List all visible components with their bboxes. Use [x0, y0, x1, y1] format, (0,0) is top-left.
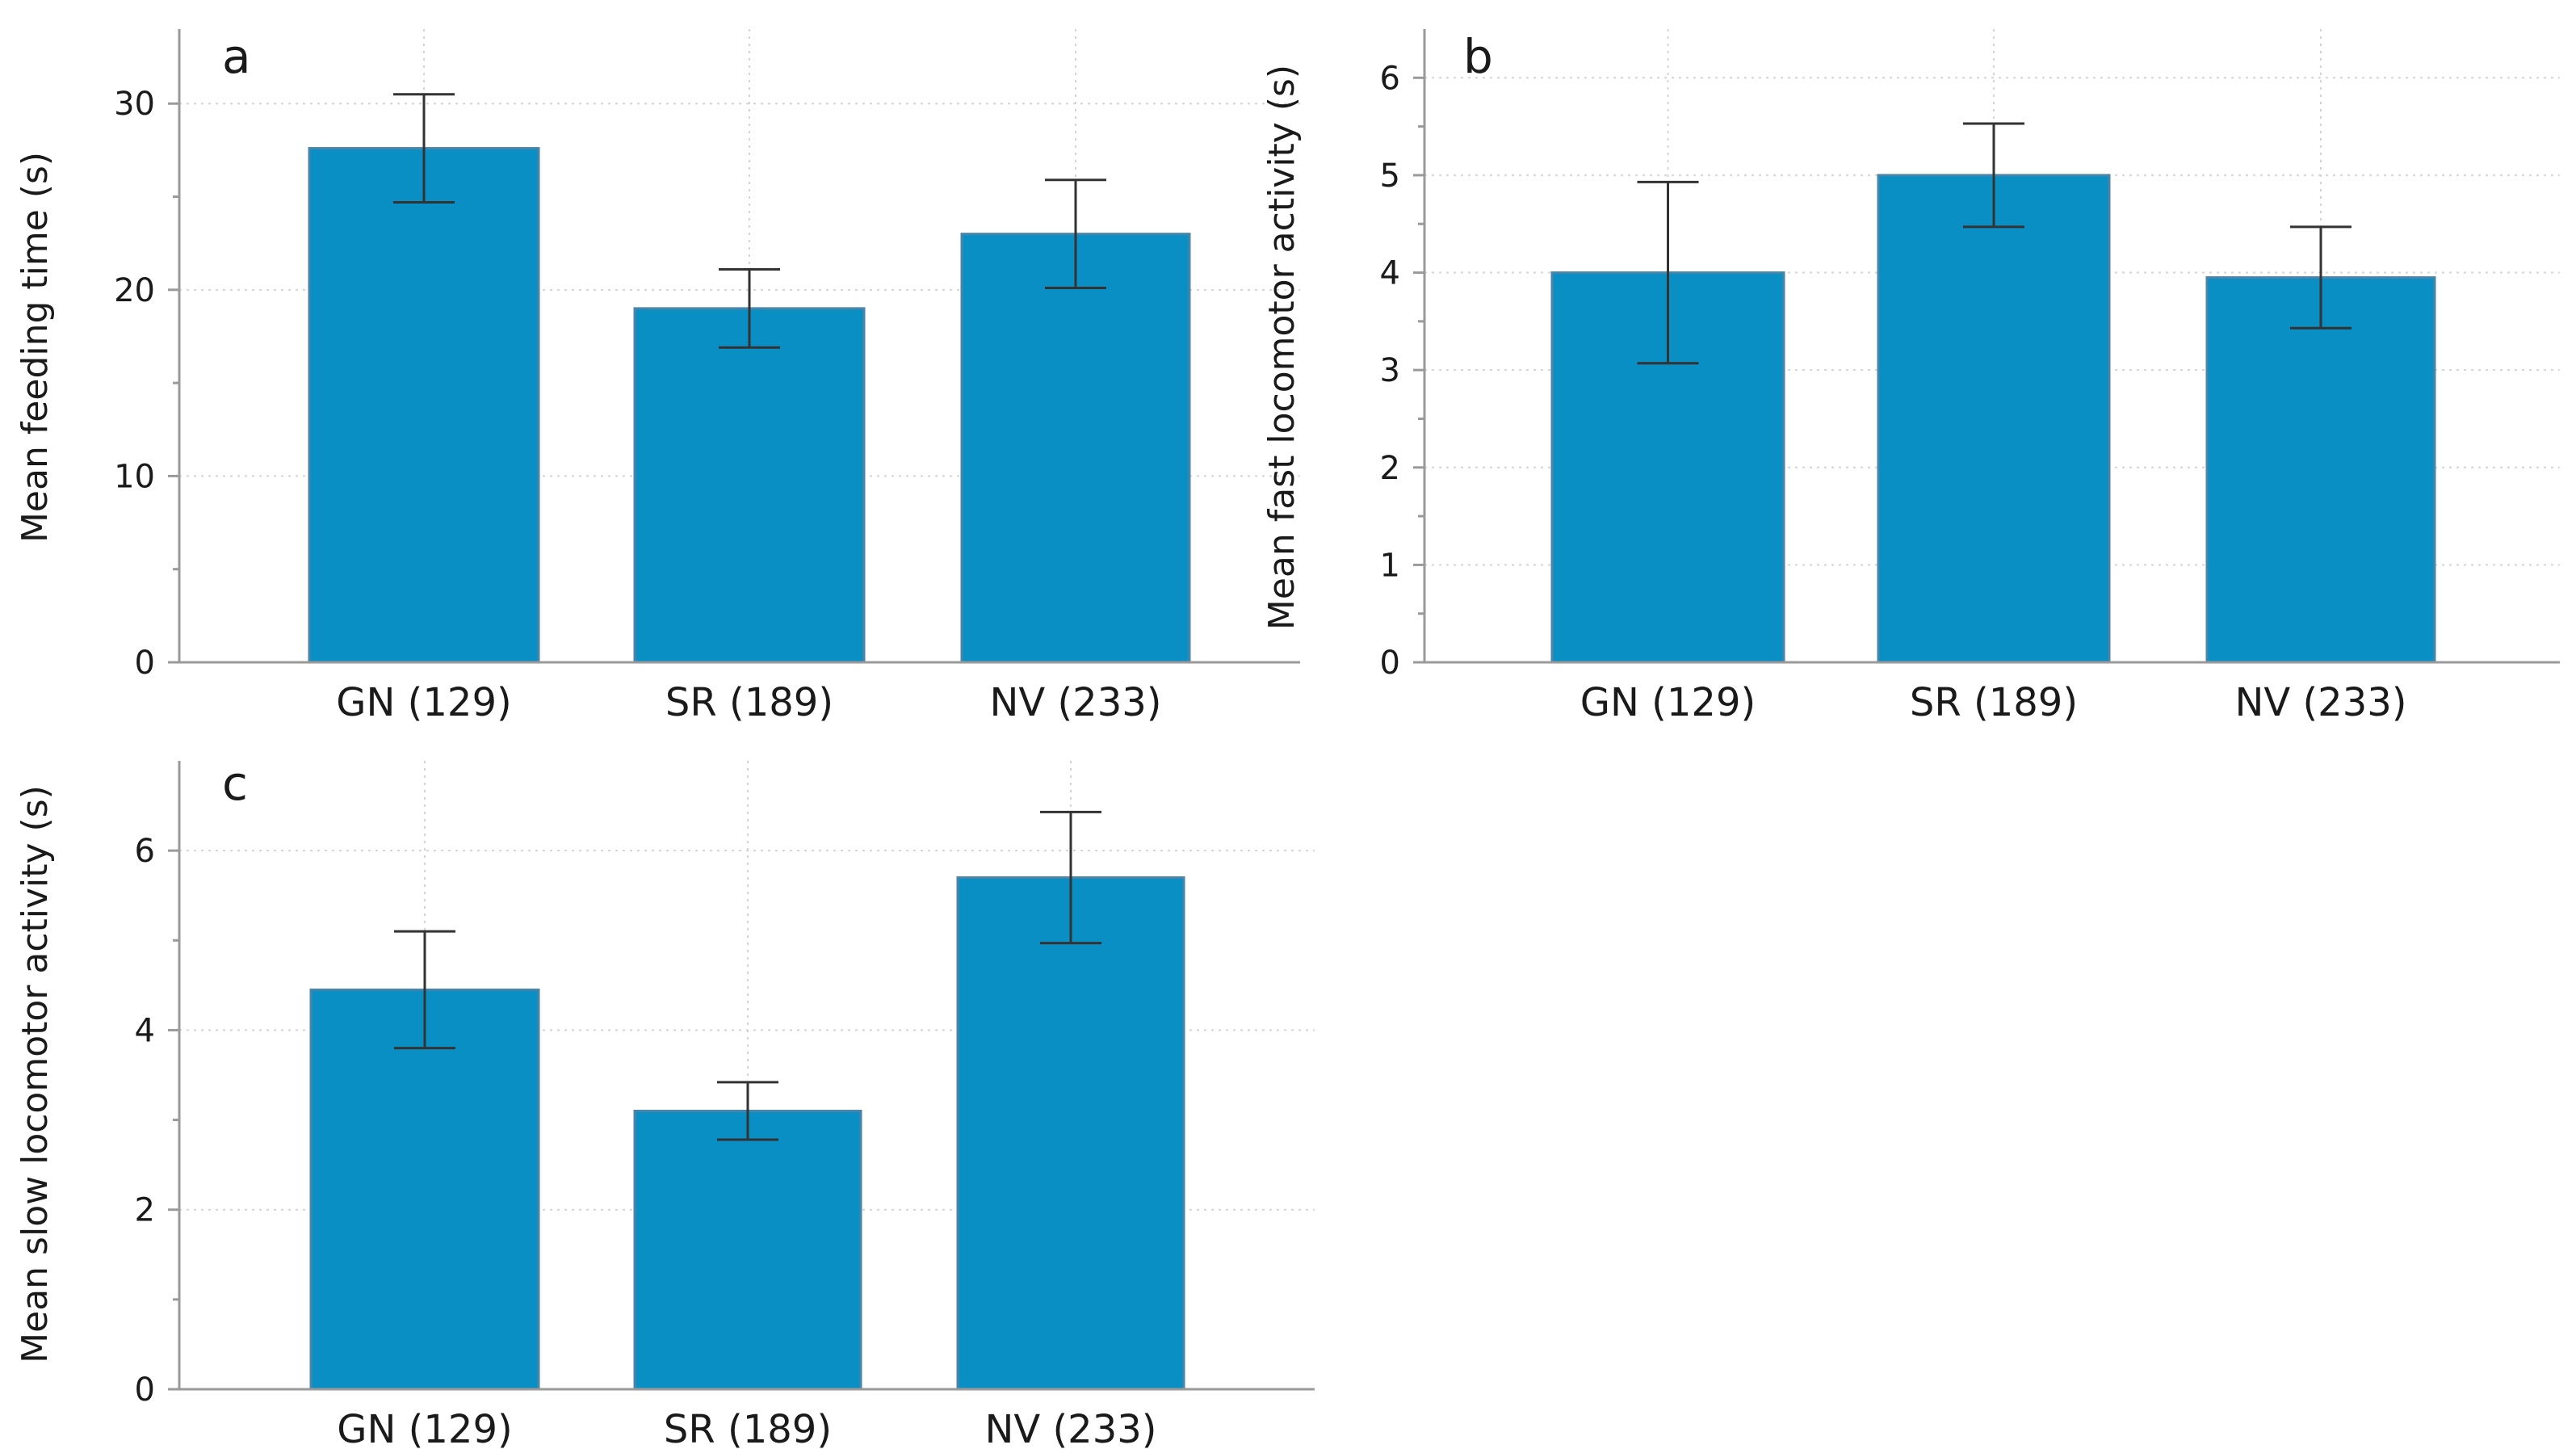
y-tick-label: 0 — [135, 645, 155, 682]
x-category-label: NV (233) — [989, 680, 1161, 725]
bar-2 — [633, 307, 866, 664]
y-tick-label: 4 — [135, 1012, 155, 1049]
panel-letter: c — [222, 756, 248, 811]
y-tick-label: 6 — [135, 833, 155, 870]
bar-3 — [960, 233, 1191, 664]
x-category-label: GN (129) — [336, 680, 511, 725]
y-tick-label: 2 — [1380, 450, 1400, 487]
y-axis-title: Mean feeding time (s) — [15, 152, 56, 543]
error-bar-1 — [394, 930, 455, 1050]
x-category-label: GN (129) — [1580, 680, 1756, 725]
y-tick-label: 6 — [1380, 60, 1400, 97]
bar-3 — [956, 876, 1185, 1391]
y-tick-label: 10 — [114, 458, 155, 495]
y-axis-title: Mean fast locomotor activity (s) — [1261, 65, 1303, 630]
x-category-label: NV (233) — [984, 1407, 1156, 1449]
x-category-label: GN (129) — [337, 1407, 512, 1449]
error-bar-3 — [1040, 810, 1101, 945]
error-bar-1 — [393, 93, 455, 204]
panel-c-slow-locomotor-chart: 0 2 4 6 GN (129) SR (189) NV (233) Mean slow lo… — [15, 756, 1315, 1449]
panel-letter: a — [222, 29, 251, 84]
y-tick-label: 3 — [1380, 352, 1400, 389]
error-bar-2 — [717, 1081, 778, 1141]
error-bar-2 — [719, 267, 780, 349]
bar-1 — [309, 988, 540, 1391]
x-category-label: NV (233) — [2234, 680, 2406, 725]
x-category-label: SR (189) — [665, 680, 833, 725]
y-tick-label: 20 — [114, 272, 155, 309]
y-tick-label: 2 — [135, 1192, 155, 1229]
bar-2 — [633, 1109, 862, 1391]
error-bar-1 — [1637, 180, 1699, 365]
y-tick-label: 0 — [135, 1371, 155, 1409]
x-category-label: SR (189) — [664, 1407, 832, 1449]
error-bar-3 — [1045, 178, 1106, 290]
y-tick-label: 0 — [1380, 645, 1400, 682]
bar-2 — [1877, 174, 2111, 664]
y-axis-title: Mean slow locomotor activity (s) — [15, 785, 56, 1363]
y-tick-label: 30 — [114, 86, 155, 123]
y-tick-label: 5 — [1380, 158, 1400, 195]
error-bar-3 — [2290, 225, 2352, 330]
y-tick-label: 4 — [1380, 255, 1400, 292]
x-category-label: SR (189) — [1910, 680, 2078, 725]
panel-b-fast-locomotor-chart: 0 1 2 3 4 5 6 GN (129) SR (189) NV (233) Mean fast… — [1261, 29, 2560, 725]
error-bar-2 — [1963, 122, 2024, 229]
panel-letter: b — [1463, 29, 1493, 84]
y-tick-label: 1 — [1380, 547, 1400, 584]
bar-3 — [2205, 276, 2436, 664]
bar-1 — [308, 147, 540, 664]
panel-a-feeding-time-chart: 0 10 20 30 GN (129) SR (189) NV (233) Mean feed… — [15, 29, 1300, 725]
